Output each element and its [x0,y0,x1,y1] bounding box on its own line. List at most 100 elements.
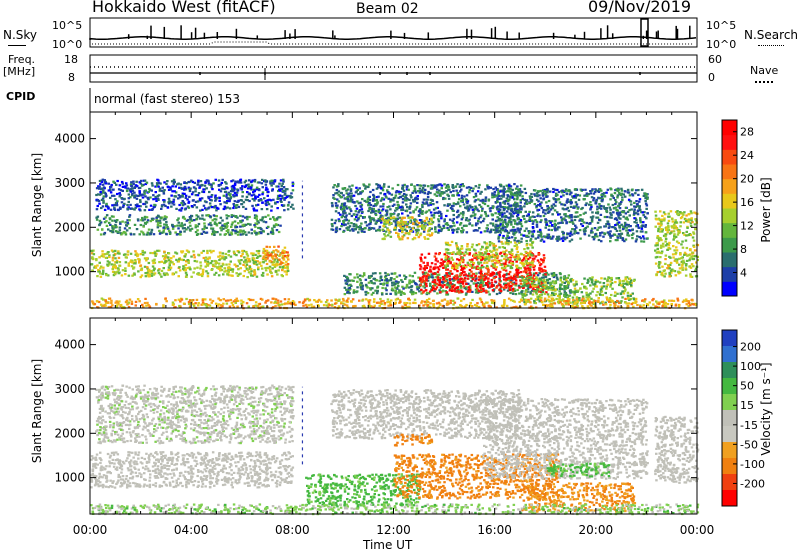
heatmap-region-6 [482,397,649,480]
heatmap-region-9 [654,415,700,484]
x-tick-label: 20:00 [579,523,614,537]
colorbar-swatch [722,490,737,507]
freq-panel-frame [89,54,698,83]
freq-label: Freq. [8,53,36,66]
x-tick-label: 04:00 [174,523,209,537]
velocity-heatmap-cells [90,384,700,516]
y-tick-label: 3000 [54,176,85,190]
colorbar-swatch [722,474,737,491]
time-axis-label: Time UT [363,538,413,552]
freq-unit: [MHz] [3,65,36,78]
nsearch-label: N.Search [744,28,799,42]
heatmap-region-5 [380,216,434,241]
cpid-text: normal (fast stereo) 153 [94,92,241,106]
heatmap-region-3 [262,245,290,266]
power-axes: 1000 2000 3000 4000 [54,112,698,308]
colorbar-tick-label: 50 [740,380,754,393]
nave-scale-top: 60 [708,53,722,66]
nsky-label: N.Sky [3,28,38,42]
nsky-panel-frame [89,17,698,48]
y-tick-label: 4000 [54,338,85,352]
heatmap-region-2 [95,178,295,212]
y-tick-label: 1000 [54,471,85,485]
nsky-legend-line [8,45,26,46]
colorbar-swatch [722,281,737,297]
colorbar-tick-label: -200 [740,477,765,490]
y-tick-label: 3000 [54,382,85,396]
colorbar-swatch [722,458,737,475]
velocity-ylabel: Slant Range [km] [30,358,44,464]
heatmap-region-1 [95,384,295,445]
y-tick-label: 4000 [54,132,85,146]
y-tick-label: 1000 [54,265,85,279]
heatmap-region-1 [95,214,282,236]
nsearch-scale-top: 10^5 [706,19,737,32]
cpid-label: CPID [6,90,36,103]
heatmap-region-8 [444,240,535,270]
velocity-colorbar-label: Velocity [m s⁻¹] [759,362,773,456]
colorbar-tick-label: 200 [740,341,761,354]
colorbar-tick-label: 16 [740,196,754,209]
nsky-scale-top: 10^5 [52,19,83,32]
colorbar-tick-label: -15 [740,419,758,432]
y-tick-label: 2000 [54,426,85,440]
freq-scale-bottom: 8 [68,71,75,84]
colorbar-swatch [722,442,737,459]
colorbar-tick-label: 8 [740,243,747,256]
colorbar-tick-label: 15 [740,399,754,412]
velocity-colorbar: 200 100 50 15 -15 -50 -100 -200 [721,329,765,507]
colorbar-swatch [722,222,737,238]
colorbar-swatch [722,362,737,379]
nave-legend-line [755,81,773,83]
colorbar-swatch [722,252,737,268]
colorbar-swatch [722,237,737,253]
heatmap-region-11 [654,210,700,278]
nave-label: Nave [750,64,779,77]
colorbar-tick-label: 28 [740,126,754,139]
power-colorbar: 4 8 12 16 20 24 28 [721,119,754,297]
colorbar-swatch [722,120,737,136]
freq-trace [90,66,697,80]
power-colorbar-label: Power [dB] [759,177,773,243]
date-label: 09/Nov/2019 [588,0,692,16]
freq-scale-top: 18 [64,53,78,66]
nsky-trace [89,18,697,47]
colorbar-swatch [722,208,737,224]
velocity-axes: 1000 2000 3000 4000 [54,318,698,514]
x-tick-label: 08:00 [275,523,310,537]
colorbar-swatch [722,149,737,165]
heatmap-region-7 [546,462,611,478]
x-tick-label: 00:00 [73,523,108,537]
heatmap-region-4 [305,473,422,507]
colorbar-tick-label: 12 [740,220,754,233]
nsearch-legend-line [758,45,784,46]
nave-scale-bottom: 0 [708,71,715,84]
colorbar-tick-label: 4 [740,267,747,280]
site-title: Hokkaido West (fitACF) [92,0,276,16]
colorbar-tick-label: -100 [740,458,765,471]
colorbar-swatch [722,410,737,427]
x-tick-label: 16:00 [477,523,512,537]
power-ylabel: Slant Range [km] [30,152,44,258]
colorbar-swatch [722,330,737,347]
colorbar-tick-label: 24 [740,149,754,162]
x-tick-label: 00:00 [680,523,715,537]
colorbar-swatch [722,426,737,443]
nsearch-scale-bottom: 10^0 [706,38,737,51]
colorbar-swatch [722,164,737,180]
y-tick-label: 2000 [54,220,85,234]
colorbar-tick-label: 100 [740,360,761,373]
colorbar-swatch [722,178,737,194]
x-tick-label: 12:00 [376,523,411,537]
colorbar-tick-label: -50 [740,438,758,451]
beam-label: Beam 02 [356,1,419,17]
colorbar-swatch [722,266,737,282]
time-axis-ticks: 00:00 04:00 08:00 12:00 16:00 20:00 00:00 [73,523,715,537]
heatmap-region-0 [90,451,295,489]
colorbar-swatch [722,394,737,411]
colorbar-swatch [722,134,737,150]
heatmap-region-3 [393,433,434,447]
heatmap-region-9 [494,187,649,243]
